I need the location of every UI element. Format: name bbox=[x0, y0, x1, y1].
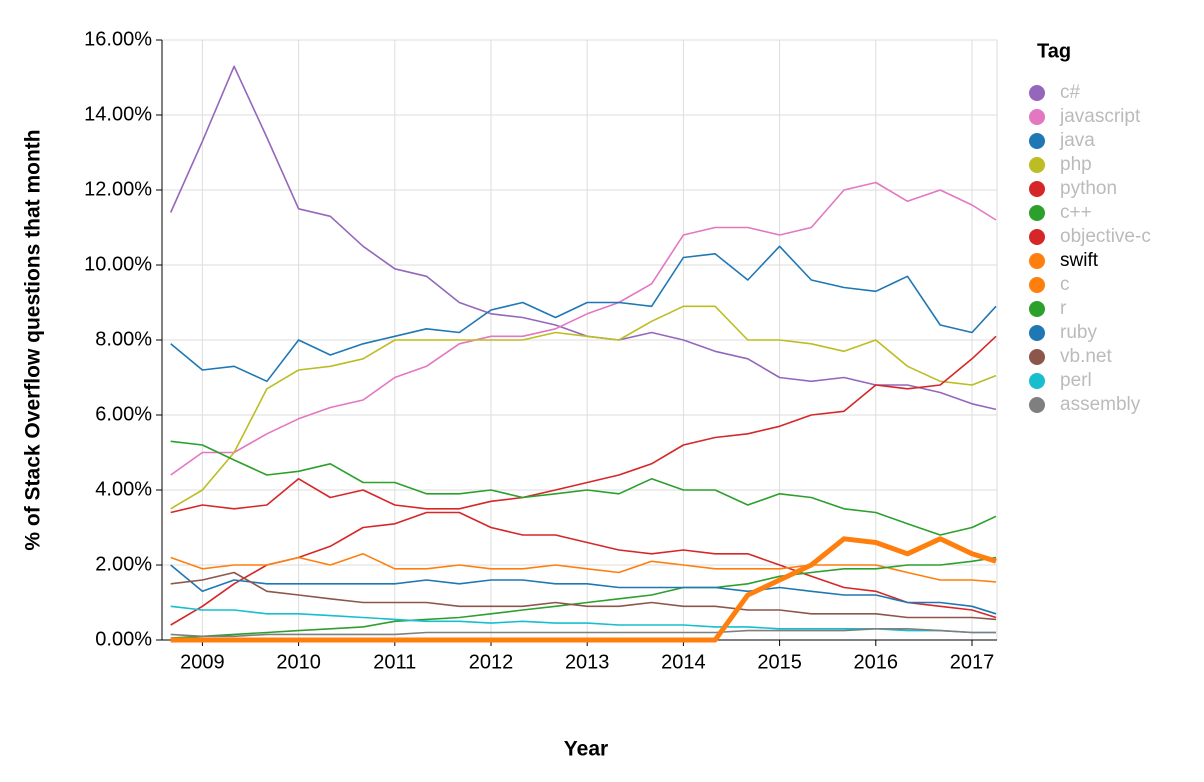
y-tick-label: 10.00% bbox=[84, 253, 152, 275]
y-tick-label: 2.00% bbox=[95, 553, 152, 575]
legend-label: javascript bbox=[1059, 106, 1141, 127]
x-tick-label: 2011 bbox=[373, 651, 416, 673]
series-line bbox=[170, 556, 997, 639]
series-line bbox=[170, 511, 997, 626]
legend-swatch bbox=[1029, 373, 1045, 389]
y-tick-label: 4.00% bbox=[95, 478, 152, 500]
series-line bbox=[169, 65, 997, 411]
legend-swatch bbox=[1029, 229, 1045, 245]
series-line bbox=[170, 305, 997, 510]
y-axis-title: % of Stack Overflow questions that month bbox=[22, 129, 45, 550]
x-tick-label: 2015 bbox=[757, 651, 802, 673]
series-line bbox=[170, 440, 997, 536]
legend-label: vb.net bbox=[1060, 346, 1112, 367]
series-line bbox=[170, 564, 997, 615]
legend-swatch bbox=[1029, 133, 1045, 149]
legend-label: perl bbox=[1060, 370, 1092, 391]
x-tick-label: 2014 bbox=[661, 651, 706, 673]
y-tick-label: 14.00% bbox=[84, 103, 152, 125]
series-line bbox=[170, 571, 997, 621]
legend-label: c++ bbox=[1060, 202, 1092, 223]
legend-label: assembly bbox=[1060, 394, 1141, 415]
legend-label: python bbox=[1060, 178, 1117, 199]
series-line bbox=[170, 245, 997, 383]
legend-label: java bbox=[1059, 130, 1095, 151]
series-line bbox=[170, 628, 996, 638]
x-axis-title: Year bbox=[564, 738, 608, 761]
y-tick-label: 12.00% bbox=[84, 178, 152, 200]
x-tick-label: 2012 bbox=[469, 651, 514, 673]
series-line bbox=[170, 536, 997, 643]
legend-swatch bbox=[1029, 157, 1045, 173]
legend-label: php bbox=[1060, 154, 1092, 175]
legend-swatch bbox=[1029, 325, 1045, 341]
legend-label: ruby bbox=[1060, 322, 1097, 343]
legend-swatch bbox=[1029, 85, 1045, 101]
x-tick-label: 2016 bbox=[854, 651, 899, 673]
legend-swatch bbox=[1029, 397, 1045, 413]
legend-label: swift bbox=[1060, 250, 1099, 271]
series-line bbox=[170, 335, 997, 514]
legend-swatch bbox=[1029, 301, 1045, 317]
legend-swatch bbox=[1029, 277, 1045, 293]
legend-label: objective-c bbox=[1060, 226, 1151, 247]
series-line bbox=[170, 181, 997, 476]
legend-label: r bbox=[1060, 298, 1067, 319]
y-tick-label: 0.00% bbox=[95, 628, 152, 650]
x-tick-label: 2013 bbox=[565, 651, 610, 673]
legend-swatch bbox=[1029, 109, 1045, 125]
legend-label: c bbox=[1060, 274, 1070, 295]
legend-swatch bbox=[1029, 205, 1045, 221]
x-tick-label: 2010 bbox=[276, 651, 321, 673]
y-tick-label: 16.00% bbox=[84, 28, 152, 50]
legend-label: c# bbox=[1060, 82, 1081, 103]
series-line bbox=[170, 553, 997, 583]
y-tick-label: 6.00% bbox=[95, 403, 152, 425]
legend-title: Tag bbox=[1037, 40, 1071, 62]
legend-swatch bbox=[1029, 253, 1045, 269]
legend-swatch bbox=[1029, 349, 1045, 365]
y-tick-label: 8.00% bbox=[95, 328, 152, 350]
x-tick-label: 2017 bbox=[950, 651, 995, 673]
legend-swatch bbox=[1029, 181, 1045, 197]
x-tick-label: 2009 bbox=[180, 651, 225, 673]
